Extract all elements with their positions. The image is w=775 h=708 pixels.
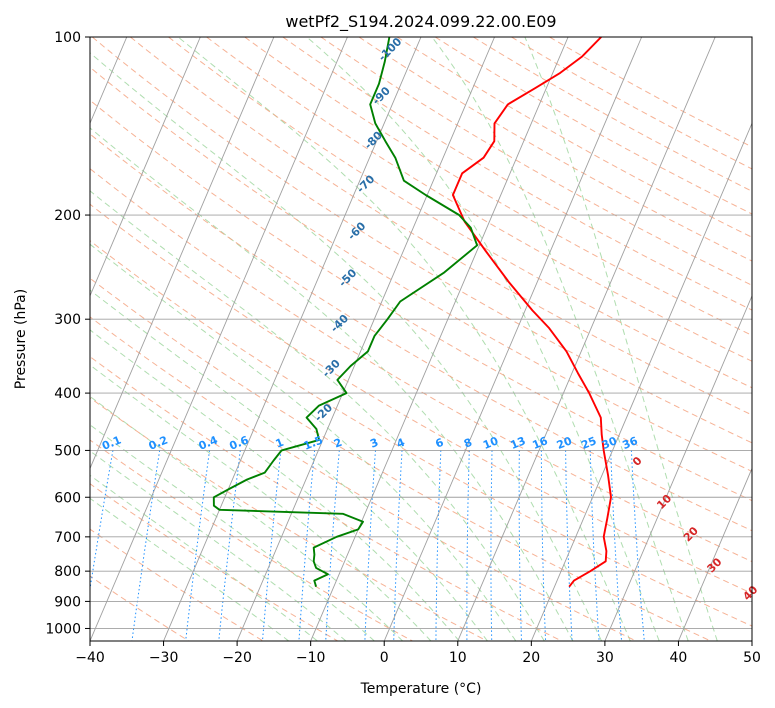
x-tick-label: 0	[380, 650, 389, 666]
dry-adiabat-line	[90, 483, 339, 641]
dry-adiabat-line	[90, 277, 712, 641]
moist-adiabat-line	[90, 329, 460, 641]
dry-adiabat-line	[90, 397, 488, 641]
isotherm-line	[383, 37, 643, 641]
isotherm-line	[90, 37, 201, 298]
moist-adiabat-line	[90, 424, 375, 641]
y-tick-label: 500	[54, 443, 81, 459]
mixing-ratio-label: 20	[555, 434, 574, 452]
moist-adiabat-line	[177, 37, 631, 641]
x-tick-label: −10	[296, 650, 326, 666]
moist-adiabat-line	[90, 52, 603, 641]
isotherms	[90, 37, 752, 641]
dry-adiabat-line	[206, 37, 752, 362]
dewpoint-profile-line	[212, 37, 479, 587]
x-tick-label: 40	[669, 650, 687, 666]
isotherm-line	[310, 37, 569, 641]
moist-adiabat-line	[90, 289, 488, 641]
moist-adiabat-line	[306, 37, 660, 641]
dry-adiabat-line	[358, 37, 752, 262]
moist-adiabat-line	[90, 127, 574, 641]
mixing-ratio-label: 2	[332, 436, 344, 451]
dry-adiabat-line	[90, 133, 752, 532]
mixing-ratio-lines	[90, 450, 645, 641]
mixing-ratio-label: 13	[508, 434, 527, 452]
y-tick-label: 1000	[45, 622, 81, 638]
dry-adiabat-line	[168, 37, 752, 389]
x-axis: −40 −30 −20 −10 0 10 20 30 40 50	[75, 641, 761, 666]
mixing-ratio-label: 8	[462, 436, 474, 451]
mixing-ratio-line	[185, 450, 210, 641]
isotherm-line	[678, 467, 752, 641]
isobar-gridlines	[90, 37, 752, 629]
dry-adiabat-line	[91, 37, 752, 444]
moist-adiabat-line	[90, 395, 403, 641]
profile-lines	[212, 37, 612, 588]
mixing-ratio-line	[90, 450, 114, 592]
isotherm-line	[751, 639, 752, 641]
isotherm-line	[90, 37, 348, 641]
y-tick-label: 100	[54, 30, 81, 46]
dry-adiabat-line	[90, 528, 264, 641]
y-tick-label: 400	[54, 386, 81, 402]
dry-adiabat-line	[511, 37, 752, 170]
dry-adiabat-line	[90, 66, 752, 472]
dry-adiabat-line	[90, 168, 752, 563]
moist-adiabat-line	[524, 37, 718, 641]
x-tick-label: −20	[222, 650, 252, 666]
dry-adiabat-line	[90, 439, 413, 641]
dry-adiabat-line	[396, 37, 752, 238]
mixing-ratio-label: 30	[600, 434, 619, 452]
mixing-ratio-label: 1	[274, 436, 286, 451]
y-tick-label: 900	[54, 594, 81, 610]
dry-adiabat-line	[90, 240, 752, 627]
dry-adiabats	[90, 37, 752, 641]
dry-adiabat-line	[90, 203, 752, 594]
x-tick-label: 50	[743, 650, 761, 666]
mixing-ratio-label: 36	[621, 434, 640, 452]
dry-adiabat-line	[282, 37, 752, 311]
y-axis-label: Pressure (hPa)	[13, 289, 29, 389]
y-tick-label: 600	[54, 490, 81, 506]
isotherm-line	[604, 294, 752, 641]
y-tick-label: 200	[54, 208, 81, 224]
isotherm-line	[163, 37, 422, 641]
dry-adiabat-line	[90, 316, 637, 641]
mixing-ratio-label: 16	[531, 434, 550, 452]
moist-adiabat-line	[90, 497, 290, 641]
plot-area	[90, 37, 752, 641]
y-tick-label: 700	[54, 530, 81, 546]
y-axis: 100 200 300 400 500 600 700 800 900 1000	[45, 30, 90, 638]
dry-adiabat-line	[90, 356, 562, 641]
mixing-ratio-label: 25	[579, 434, 598, 452]
x-tick-label: 20	[522, 650, 540, 666]
x-tick-label: −30	[149, 650, 179, 666]
x-tick-label: 10	[449, 650, 467, 666]
dry-adiabat-line	[473, 37, 752, 192]
isotherm-line	[90, 37, 275, 470]
moist-adiabats	[90, 37, 718, 641]
isotherm-line	[457, 37, 716, 641]
chart-title: wetPf2_S194.2024.099.22.00.E09	[285, 12, 556, 32]
x-axis-label: Temperature (°C)	[360, 681, 482, 697]
mixing-ratio-label: 3	[368, 436, 380, 451]
moist-adiabat-line	[90, 243, 517, 641]
isotherm-line	[530, 122, 752, 641]
temperature-profile-line	[451, 37, 612, 588]
y-tick-label: 300	[54, 312, 81, 328]
mixing-ratio-line	[131, 450, 161, 641]
moist-adiabat-line	[90, 364, 432, 641]
x-tick-label: −40	[75, 650, 105, 666]
moist-adiabat-line	[431, 37, 689, 641]
moist-adiabat-line	[90, 474, 318, 641]
mixing-ratio-line	[218, 450, 241, 641]
mixing-ratio-label: 10	[481, 434, 500, 452]
y-tick-label: 800	[54, 564, 81, 580]
isotherm-line	[236, 37, 495, 641]
plot-frame	[89, 36, 753, 642]
x-tick-label: 30	[596, 650, 614, 666]
